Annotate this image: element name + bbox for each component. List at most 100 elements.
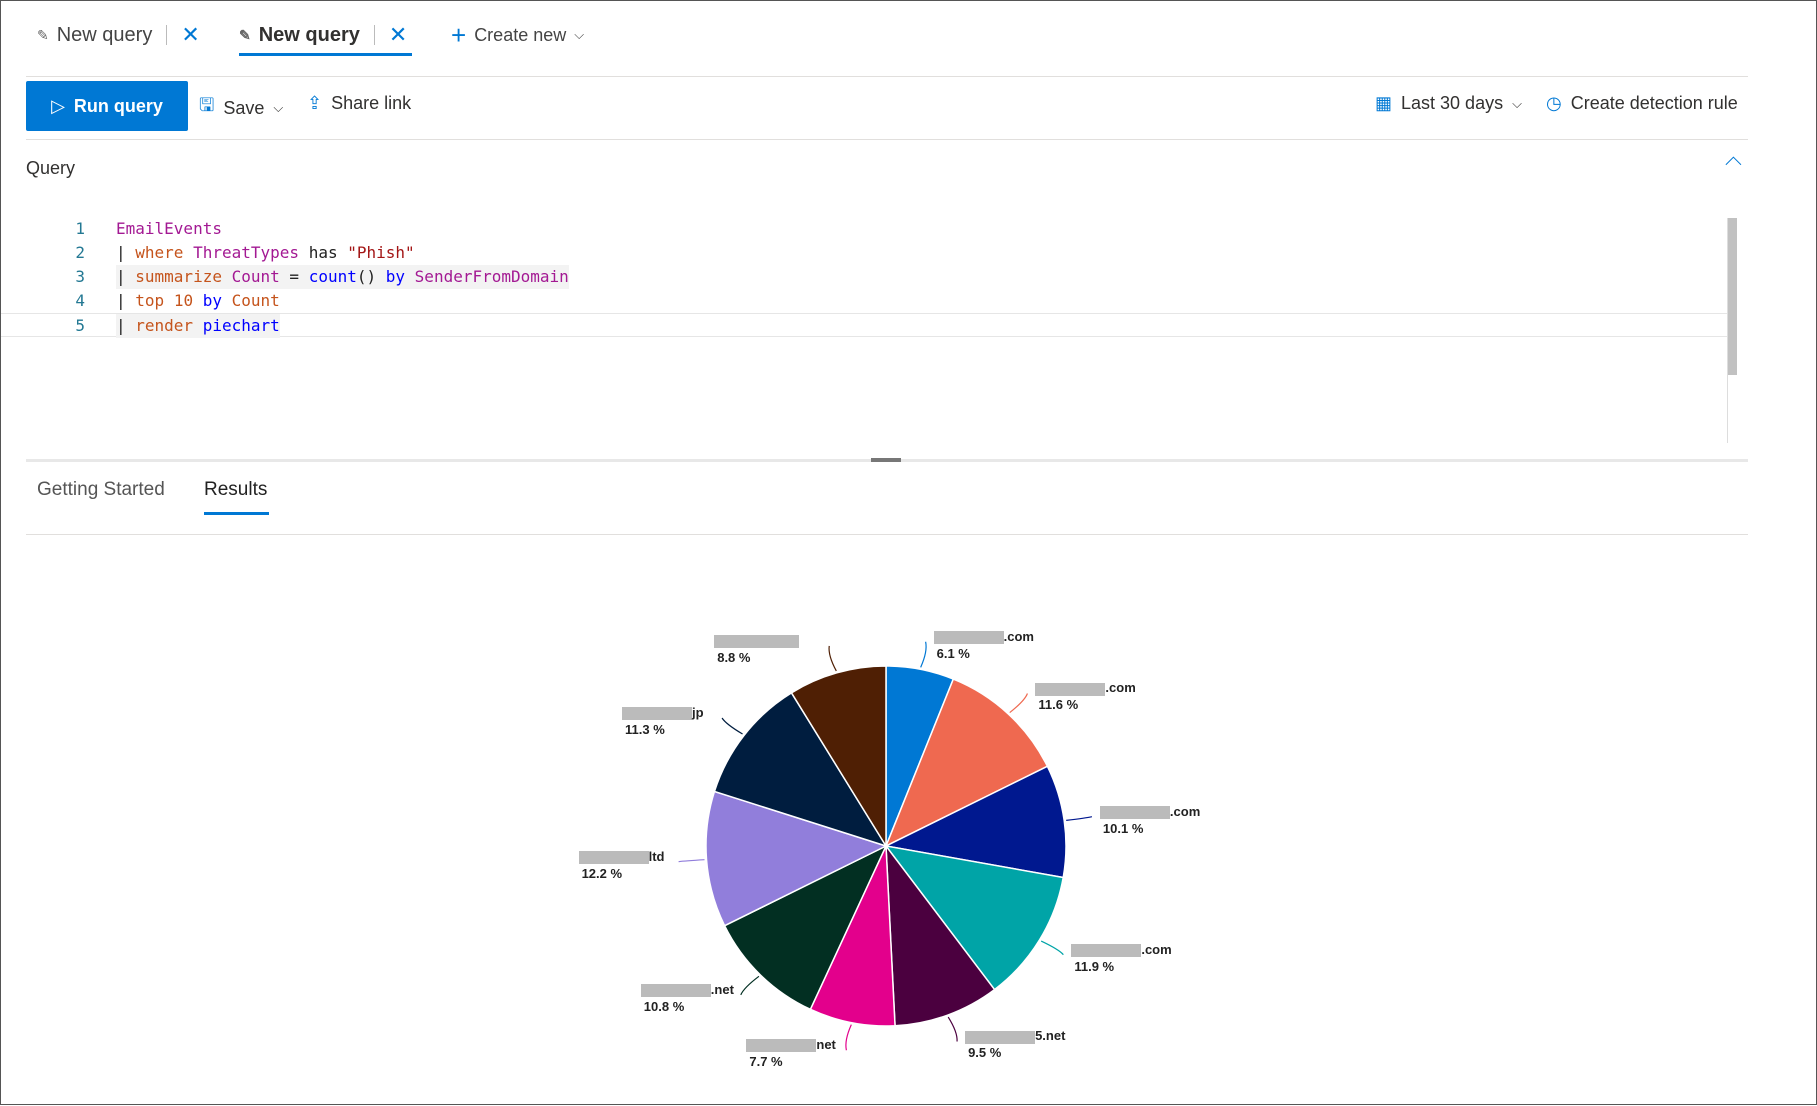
slice-percent: 6.1 % xyxy=(936,645,970,661)
save-icon: 🖫 xyxy=(199,95,215,115)
leader-line xyxy=(828,645,837,672)
redacted-block xyxy=(622,707,693,721)
create-new-button[interactable]: + Create new ⌵ xyxy=(451,15,584,55)
domain-suffix: .com xyxy=(1169,803,1201,819)
slice-percent: 10.1 % xyxy=(1102,820,1144,836)
redacted-block xyxy=(640,983,711,997)
divider xyxy=(26,76,1748,77)
line-number: 4 xyxy=(75,291,85,310)
redacted-block xyxy=(714,634,800,648)
slice-percent: 8.8 % xyxy=(717,649,751,665)
slice-percent: 10.8 % xyxy=(643,998,685,1014)
pie-slice[interactable] xyxy=(884,678,1049,848)
slice-label: ltd 12.2 % xyxy=(578,848,665,882)
close-icon[interactable]: ✕ xyxy=(388,22,408,47)
detection-label: Create detection rule xyxy=(1570,93,1738,113)
plus-icon: + xyxy=(451,19,467,50)
calendar-clock-icon: ◷ xyxy=(1546,93,1562,113)
time-range-dropdown[interactable]: ▦ Last 30 days ⌵ xyxy=(1375,93,1522,114)
redacted-block xyxy=(933,630,1004,644)
leader-line xyxy=(1009,693,1028,714)
redacted-block xyxy=(1035,682,1106,696)
run-query-button[interactable]: ▷ Run query xyxy=(26,81,188,131)
close-icon[interactable]: ✕ xyxy=(181,22,200,47)
query-tab-1[interactable]: ✎ New query ✕ xyxy=(37,15,200,55)
editor-scrollbar[interactable] xyxy=(1728,218,1737,375)
create-detection-rule-button[interactable]: ◷ Create detection rule xyxy=(1546,93,1738,114)
slice-percent: 12.2 % xyxy=(581,865,623,881)
leader-line xyxy=(845,1024,852,1051)
query-tab-2[interactable]: ✎ New query ✕ xyxy=(239,15,407,55)
scroll-track xyxy=(1727,218,1728,443)
pie-slice[interactable] xyxy=(790,665,887,849)
leader-line xyxy=(721,717,743,735)
redacted-block xyxy=(1099,805,1170,819)
slice-label: .com 11.9 % xyxy=(1071,941,1172,975)
slice-label: jp 11.3 % xyxy=(622,704,704,738)
tab-results[interactable]: Results xyxy=(204,479,268,500)
code-line-current: 5 | render piechart xyxy=(1,313,1736,338)
redacted-block xyxy=(746,1039,817,1053)
create-new-label: Create new xyxy=(474,24,567,45)
pie-slice[interactable] xyxy=(885,843,996,1027)
slice-label: .com 10.1 % xyxy=(1099,803,1201,837)
chevron-down-icon: ⌵ xyxy=(1512,95,1522,111)
line-number: 3 xyxy=(75,267,85,286)
pie-slice[interactable] xyxy=(884,844,1065,991)
tab-label: New query xyxy=(56,23,153,46)
run-label: Run query xyxy=(73,95,163,116)
code-text: | summarize Count = count() by SenderFro… xyxy=(116,265,569,289)
save-button[interactable]: 🖫 Save ⌵ xyxy=(199,93,283,123)
pie-slice[interactable] xyxy=(723,844,888,1011)
chevron-down-icon: ⌵ xyxy=(574,27,585,42)
pie-slice[interactable] xyxy=(713,691,888,848)
domain-suffix: net xyxy=(816,1037,836,1053)
domain-suffix: .com xyxy=(1141,941,1172,957)
line-number: 2 xyxy=(75,243,85,262)
time-range-label: Last 30 days xyxy=(1401,93,1504,113)
domain-suffix: 5.net xyxy=(1035,1028,1066,1044)
active-tab-indicator xyxy=(239,53,412,56)
slice-percent: 7.7 % xyxy=(749,1054,783,1070)
query-icon: ✎ xyxy=(37,26,49,43)
leader-line xyxy=(678,859,705,863)
slice-percent: 11.9 % xyxy=(1074,958,1115,974)
redacted-block xyxy=(965,1030,1036,1044)
leader-line xyxy=(1040,940,1064,956)
slice-percent: 11.3 % xyxy=(625,721,665,737)
active-tab-indicator xyxy=(204,512,269,515)
line-number: 1 xyxy=(75,219,85,238)
line-number: 5 xyxy=(75,316,85,335)
domain-suffix: jp xyxy=(692,704,704,720)
pie-slice[interactable] xyxy=(883,765,1067,879)
code-text: | where ThreatTypes has "Phish" xyxy=(116,243,415,262)
calendar-icon: ▦ xyxy=(1375,93,1393,113)
slice-label: 8.8 % xyxy=(714,632,800,666)
code-text: | top 10 by Count xyxy=(116,291,280,310)
chevron-down-icon: ⌵ xyxy=(273,100,284,115)
leader-line xyxy=(1066,816,1093,821)
redacted-block xyxy=(578,850,649,864)
domain-suffix: ltd xyxy=(648,848,665,864)
slice-label: 5.net 9.5 % xyxy=(965,1027,1065,1061)
domain-suffix: .net xyxy=(710,981,734,997)
query-icon: ✎ xyxy=(239,26,251,43)
domain-suffix: .com xyxy=(1105,680,1136,696)
slice-label: net 7.7 % xyxy=(746,1036,836,1070)
play-icon: ▷ xyxy=(51,95,65,116)
splitter-handle[interactable] xyxy=(871,458,901,462)
divider xyxy=(26,534,1748,535)
tab-getting-started[interactable]: Getting Started xyxy=(37,479,165,500)
slice-label: .com 6.1 % xyxy=(933,628,1034,662)
leader-line xyxy=(947,1016,958,1042)
share-icon: ⇪ xyxy=(307,93,323,113)
share-link-button[interactable]: ⇪ Share link xyxy=(307,93,411,114)
divider xyxy=(26,139,1748,140)
slice-label: .com 11.6 % xyxy=(1035,679,1136,713)
redacted-block xyxy=(1071,943,1142,957)
save-label: Save xyxy=(223,97,265,118)
pie-slice[interactable] xyxy=(705,790,888,927)
slice-percent: 11.6 % xyxy=(1038,697,1079,713)
domain-suffix: .com xyxy=(1003,628,1034,644)
